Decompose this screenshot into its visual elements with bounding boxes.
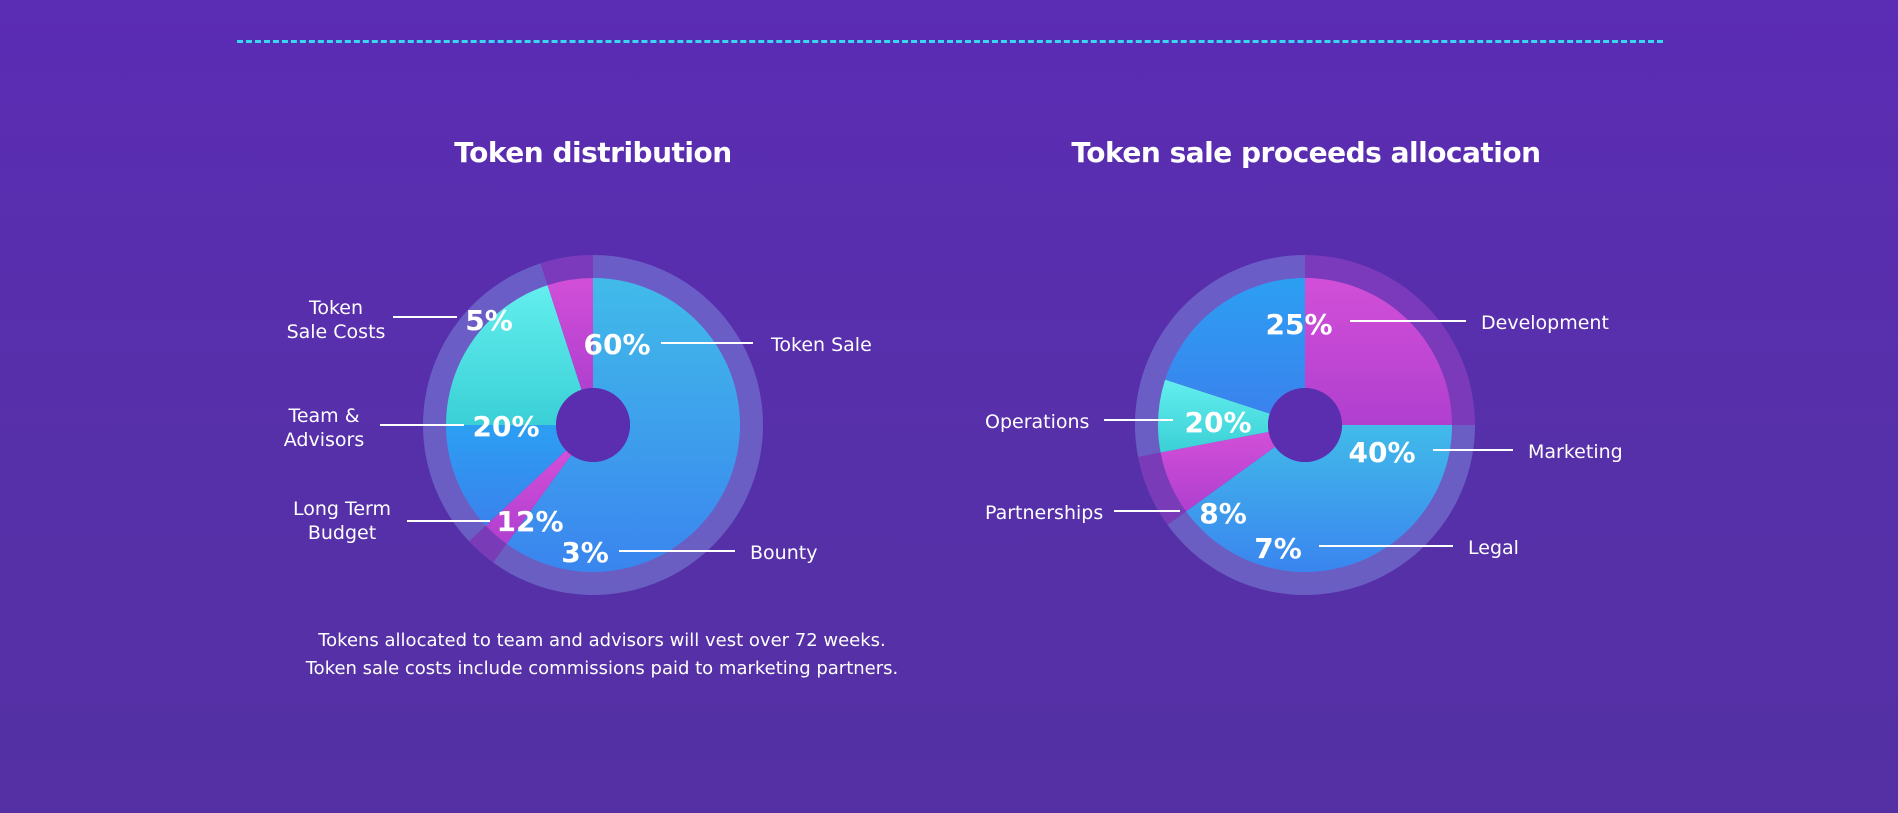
ring-segment-token-sale (493, 255, 763, 595)
slice-label-long-term-budget: Long Term Budget (293, 498, 391, 544)
dashed-divider (237, 40, 1663, 43)
slice-label-legal: Legal (1468, 537, 1519, 559)
token-distribution-pie: 60% Token Sale 3% Bounty 12% Long Term Budget 2… (284, 255, 872, 595)
ring-segment-long-term-budget (423, 425, 487, 542)
pie-slice-operations (1165, 278, 1305, 414)
pie-center-hole (556, 388, 630, 462)
percent-label-token-sale-costs: 5% (465, 304, 513, 337)
pie-slice-development (1305, 278, 1452, 425)
ring-segment-token-sale-costs (540, 255, 593, 287)
percent-label-marketing: 40% (1348, 436, 1415, 469)
ring-segment-team-advisors (423, 263, 548, 425)
percent-label-development: 25% (1265, 308, 1332, 341)
proceeds-allocation-title: Token sale proceeds allocation (1071, 136, 1541, 169)
pie-slice-bounty (485, 450, 572, 544)
footnotes: Tokens allocated to team and advisors wi… (306, 627, 899, 683)
slice-label-bounty: Bounty (750, 542, 817, 564)
percent-label-partnerships: 8% (1199, 497, 1247, 530)
slice-label-marketing: Marketing (1528, 441, 1623, 463)
token-distribution-title: Token distribution (454, 136, 732, 169)
pie-slice-team-advisors (446, 285, 582, 425)
percent-label-token-sale: 60% (583, 328, 650, 361)
footnote-vesting: Tokens allocated to team and advisors wi… (318, 630, 886, 651)
ring-segment-7 (1138, 452, 1187, 525)
ring-segment-partnerships (1135, 372, 1167, 457)
footnote-sale-costs: Token sale costs include commissions pai… (305, 658, 899, 679)
pie-slice-partnerships (1158, 379, 1270, 453)
pie-slice-long-term-budget (446, 425, 567, 526)
slice-label-token-sale: Token Sale (770, 334, 872, 356)
slice-label-development: Development (1481, 312, 1609, 334)
ring-segment-development (1305, 255, 1475, 425)
ring-segment-operations (1143, 255, 1305, 380)
percent-label-team-advisors: 20% (472, 410, 539, 443)
percent-label-7: 7% (1254, 532, 1302, 565)
proceeds-allocation-pie: 25% Development 40% Marketing Legal 7%8% Partn… (985, 255, 1623, 596)
ring-segment-marketing (1167, 425, 1475, 596)
slice-label-partnerships: Partnerships (985, 502, 1103, 524)
ring-segment-bounty (469, 524, 508, 563)
slice-label-token-sale-costs: Token Sale Costs (287, 297, 386, 343)
slice-label-team-advisors: Team & Advisors (284, 405, 364, 451)
pie-slice-marketing (1186, 425, 1452, 573)
pie-center-hole (1268, 388, 1342, 462)
pie-slice-7 (1160, 431, 1276, 512)
pie-slice-token-sale-costs (547, 278, 593, 390)
percent-label-operations: 20% (1184, 406, 1251, 439)
percent-label-long-term-budget: 12% (496, 505, 563, 538)
percent-label-bounty: 3% (561, 536, 609, 569)
pie-slice-token-sale (506, 278, 740, 572)
slice-label-operations: Operations (985, 411, 1089, 433)
